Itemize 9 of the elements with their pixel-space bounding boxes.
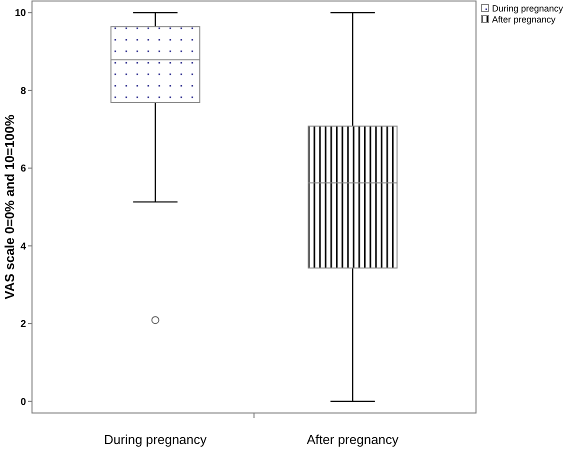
- y-tick-label: 6: [20, 164, 26, 175]
- legend-label: After pregnancy: [492, 14, 556, 24]
- legend-label: During pregnancy: [492, 4, 564, 14]
- y-axis-title: VAS scale 0=0% and 10=100%: [2, 114, 17, 300]
- y-tick-label: 2: [20, 319, 26, 330]
- y-tick-label: 4: [20, 241, 26, 252]
- y-tick-label: 8: [20, 86, 26, 97]
- y-tick-label: 10: [14, 8, 26, 20]
- y-tick-label: 0: [20, 396, 26, 408]
